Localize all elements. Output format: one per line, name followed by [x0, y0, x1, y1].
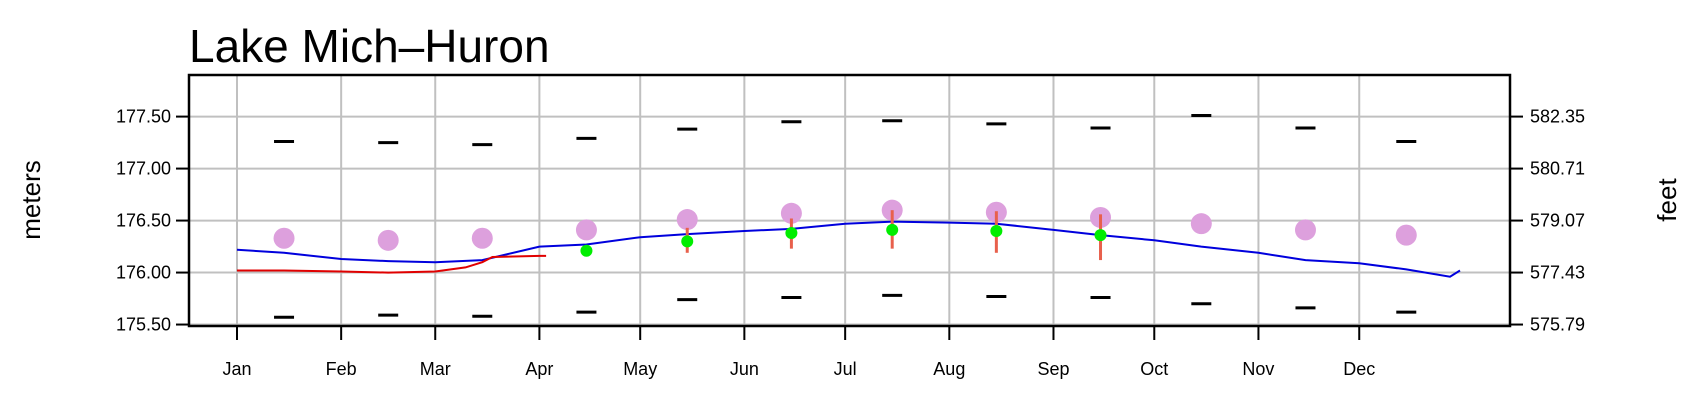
forecast-point [990, 224, 1003, 237]
monthly-mean-point [1190, 213, 1212, 235]
x-tick-label: Mar [420, 359, 451, 379]
chart-title: Lake Mich–Huron [189, 20, 550, 72]
monthly-mean-point [471, 227, 493, 249]
forecast-point [886, 223, 899, 236]
x-tick-label: Jul [834, 359, 857, 379]
x-tick-label: May [623, 359, 657, 379]
current-year-line [237, 254, 547, 274]
x-tick-label: Jan [222, 359, 251, 379]
monthly-mean-point [780, 202, 802, 224]
monthly-mean-point [575, 219, 597, 241]
y-tick-label-right: 575.79 [1530, 315, 1585, 335]
grid [189, 75, 1510, 326]
y-tick-label: 176.00 [116, 263, 171, 283]
x-tick-label: Aug [933, 359, 965, 379]
y-tick-label: 177.50 [116, 107, 171, 127]
y-tick-label: 175.50 [116, 315, 171, 335]
y-tick-label-right: 577.43 [1530, 263, 1585, 283]
monthly-mean-point [676, 209, 698, 231]
forecast-point [681, 235, 694, 248]
y-tick-label: 176.50 [116, 211, 171, 231]
x-tick-label: Dec [1343, 359, 1375, 379]
monthly-mean-point [377, 229, 399, 251]
y-axis-label-right: feet [1652, 178, 1682, 222]
axes: 175.50 575.79 176.00 577.43 176.50 579.07 177.… [116, 107, 1585, 379]
x-tick-label: Oct [1140, 359, 1168, 379]
x-tick-label: Apr [525, 359, 553, 379]
y-axis-label-left: meters [16, 160, 46, 239]
marks [236, 114, 1461, 319]
y-tick-label-right: 579.07 [1530, 211, 1585, 231]
plot-frame [187, 73, 1512, 328]
forecast-point [580, 244, 593, 257]
x-tick-label: Nov [1242, 359, 1274, 379]
y-tick-label-right: 582.35 [1530, 107, 1585, 127]
x-tick-label: Feb [326, 359, 357, 379]
x-tick-label: Sep [1037, 359, 1069, 379]
forecast-point [785, 227, 798, 240]
monthly-mean-point [1395, 224, 1417, 246]
forecast-point [1094, 229, 1107, 242]
y-tick-label-right: 580.71 [1530, 159, 1585, 179]
monthly-mean-point [1294, 219, 1316, 241]
x-tick-label: Jun [730, 359, 759, 379]
previous-year-line [236, 220, 1461, 278]
y-tick-label: 177.00 [116, 159, 171, 179]
monthly-mean-point [273, 227, 295, 249]
